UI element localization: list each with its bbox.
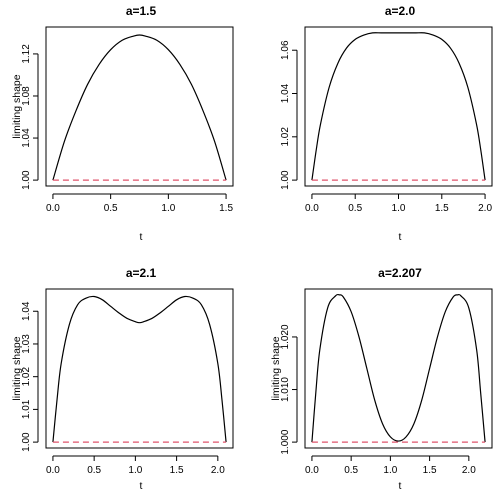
x-axis-label: t [399,231,402,243]
y-tick-label: 1.06 [280,40,291,60]
chart-title: a=2.0 [385,4,416,18]
y-tick-label: 1.020 [280,324,291,349]
x-tick-label: 0.5 [344,465,358,476]
y-tick-label: 1.00 [280,170,291,190]
x-tick-label: 1.0 [161,203,175,214]
x-tick-label: 1.0 [392,203,406,214]
x-tick-label: 1.5 [170,465,184,476]
limiting-shape-curve [311,293,486,443]
chart-title: a=1.5 [126,4,157,18]
x-tick-label: 0.0 [46,203,60,214]
y-tick-label: 1.00 [21,170,32,190]
panel-4: a=2.207 t limiting shape 0.0 0.5 1.0 1.5 2.0 1.0… [270,266,493,491]
y-axis-label: limiting shape [11,74,23,138]
x-tick-label: 0.0 [305,203,319,214]
y-tick-label: 1.04 [280,83,291,103]
y-tick-label: 1.02 [280,127,291,147]
y-axis-label: limiting shape [11,336,23,400]
x-tick-label: 0.5 [348,203,362,214]
x-tick-label: 1.0 [383,465,397,476]
x-tick-label: 1.5 [435,203,449,214]
x-tick-label: 0.0 [305,465,319,476]
limiting-shape-curve [311,32,486,181]
x-tick-label: 0.5 [87,465,101,476]
y-tick-label: 1.02 [21,367,32,387]
plot-frame [304,288,493,449]
x-tick-label: 0.5 [104,203,118,214]
panel-1: a=1.5 t limiting shape 0.0 0.5 1.0 1.5 1.00 1.04… [11,4,234,243]
x-tick-label: 0.0 [46,465,60,476]
y-tick-label: 1.03 [21,334,32,354]
plot-frame [304,26,493,187]
x-tick-label: 2.0 [462,465,476,476]
y-tick-label: 1.010 [280,377,291,402]
plot-frame [45,288,234,449]
chart-title: a=2.1 [126,266,157,280]
y-tick-label: 1.01 [21,399,32,419]
y-axis-label: limiting shape [270,336,282,400]
limiting-shape-curve [52,295,227,443]
y-tick-label: 1.04 [21,128,32,148]
panel-3: a=2.1 t limiting shape 0.0 0.5 1.0 1.5 2.0 1.00 1… [11,266,234,491]
chart-title: a=2.207 [378,266,422,280]
y-tick-label: 1.000 [280,429,291,454]
y-tick-label: 1.04 [21,301,32,321]
x-tick-label: 2.0 [211,465,225,476]
panel-2: a=2.0 t 0.0 0.5 1.0 1.5 2.0 1.00 1.02 1.04 1.06 [280,4,493,243]
x-axis-label: t [140,480,143,491]
limiting-shape-curve [52,34,227,181]
x-axis-label: t [399,480,402,491]
y-tick-label: 1.12 [21,44,32,64]
y-tick-label: 1.08 [21,86,32,106]
x-tick-label: 1.0 [128,465,142,476]
x-axis-label: t [140,231,143,243]
plot-frame [45,26,234,187]
y-tick-label: 1.00 [21,432,32,452]
x-tick-label: 2.0 [478,203,492,214]
x-tick-label: 1.5 [423,465,437,476]
x-tick-label: 1.5 [219,203,233,214]
